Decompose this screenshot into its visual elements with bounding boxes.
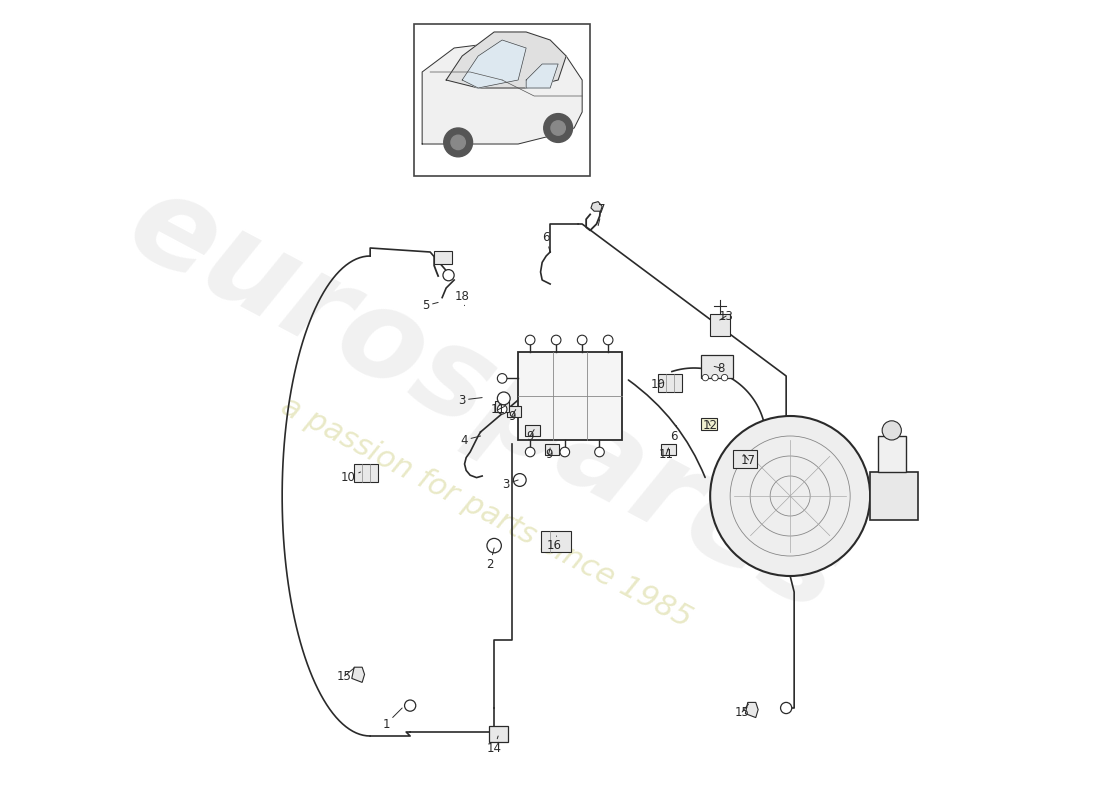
Circle shape <box>487 538 502 553</box>
Circle shape <box>497 374 507 383</box>
Circle shape <box>781 702 792 714</box>
Polygon shape <box>352 667 364 682</box>
Bar <box>733 450 757 468</box>
Text: 13: 13 <box>718 310 734 322</box>
Polygon shape <box>462 40 526 88</box>
Bar <box>434 251 452 264</box>
Text: 12: 12 <box>703 419 717 432</box>
Circle shape <box>497 392 510 405</box>
Circle shape <box>578 335 587 345</box>
Text: 8: 8 <box>714 362 724 374</box>
Bar <box>488 726 508 742</box>
Text: 15: 15 <box>337 668 354 682</box>
Polygon shape <box>591 202 602 211</box>
Bar <box>658 374 682 392</box>
Polygon shape <box>526 64 558 88</box>
Circle shape <box>514 474 526 486</box>
Circle shape <box>882 421 901 440</box>
Bar <box>415 24 591 176</box>
Text: 9: 9 <box>544 448 552 461</box>
Circle shape <box>526 335 535 345</box>
Text: 5: 5 <box>422 299 438 312</box>
Bar <box>540 531 571 552</box>
Circle shape <box>443 128 473 157</box>
Circle shape <box>543 114 573 142</box>
Text: 3: 3 <box>459 394 482 406</box>
Circle shape <box>711 416 870 576</box>
Text: 6: 6 <box>670 426 678 442</box>
Bar <box>870 472 918 520</box>
Bar <box>354 464 378 482</box>
Text: 11: 11 <box>659 448 673 461</box>
Text: 4: 4 <box>461 434 481 446</box>
Circle shape <box>551 121 565 135</box>
Circle shape <box>560 447 570 457</box>
Text: 14: 14 <box>486 736 502 754</box>
Circle shape <box>497 404 507 414</box>
Text: 2: 2 <box>486 548 494 570</box>
Circle shape <box>443 270 454 281</box>
Bar <box>495 401 509 412</box>
Bar <box>544 444 559 455</box>
Circle shape <box>526 447 535 457</box>
Circle shape <box>595 447 604 457</box>
Text: 18: 18 <box>454 290 470 306</box>
Circle shape <box>712 374 718 381</box>
Text: 1: 1 <box>383 708 403 730</box>
Text: 6: 6 <box>542 231 550 252</box>
Bar <box>711 314 730 336</box>
Text: 9: 9 <box>527 430 535 442</box>
Polygon shape <box>746 702 758 718</box>
Text: 10: 10 <box>651 378 666 390</box>
Bar <box>518 352 623 440</box>
Text: 10: 10 <box>341 471 361 484</box>
Bar <box>878 436 906 472</box>
Circle shape <box>604 335 613 345</box>
Circle shape <box>451 135 465 150</box>
Bar <box>701 355 733 378</box>
Bar <box>661 444 675 455</box>
Circle shape <box>551 335 561 345</box>
Text: eurospares: eurospares <box>109 161 864 639</box>
Text: 9: 9 <box>508 410 516 422</box>
Circle shape <box>722 374 728 381</box>
Circle shape <box>702 374 708 381</box>
Text: 16: 16 <box>547 536 562 552</box>
Text: 3: 3 <box>503 478 518 490</box>
Text: 7: 7 <box>598 203 606 226</box>
Polygon shape <box>422 40 582 144</box>
Circle shape <box>405 700 416 711</box>
Polygon shape <box>447 32 566 88</box>
Bar <box>526 425 540 436</box>
Bar <box>507 406 521 417</box>
Text: 11: 11 <box>491 403 506 416</box>
Text: 15: 15 <box>735 704 749 718</box>
Bar <box>701 418 716 430</box>
Text: a passion for parts since 1985: a passion for parts since 1985 <box>276 391 696 633</box>
Text: 17: 17 <box>741 454 756 466</box>
